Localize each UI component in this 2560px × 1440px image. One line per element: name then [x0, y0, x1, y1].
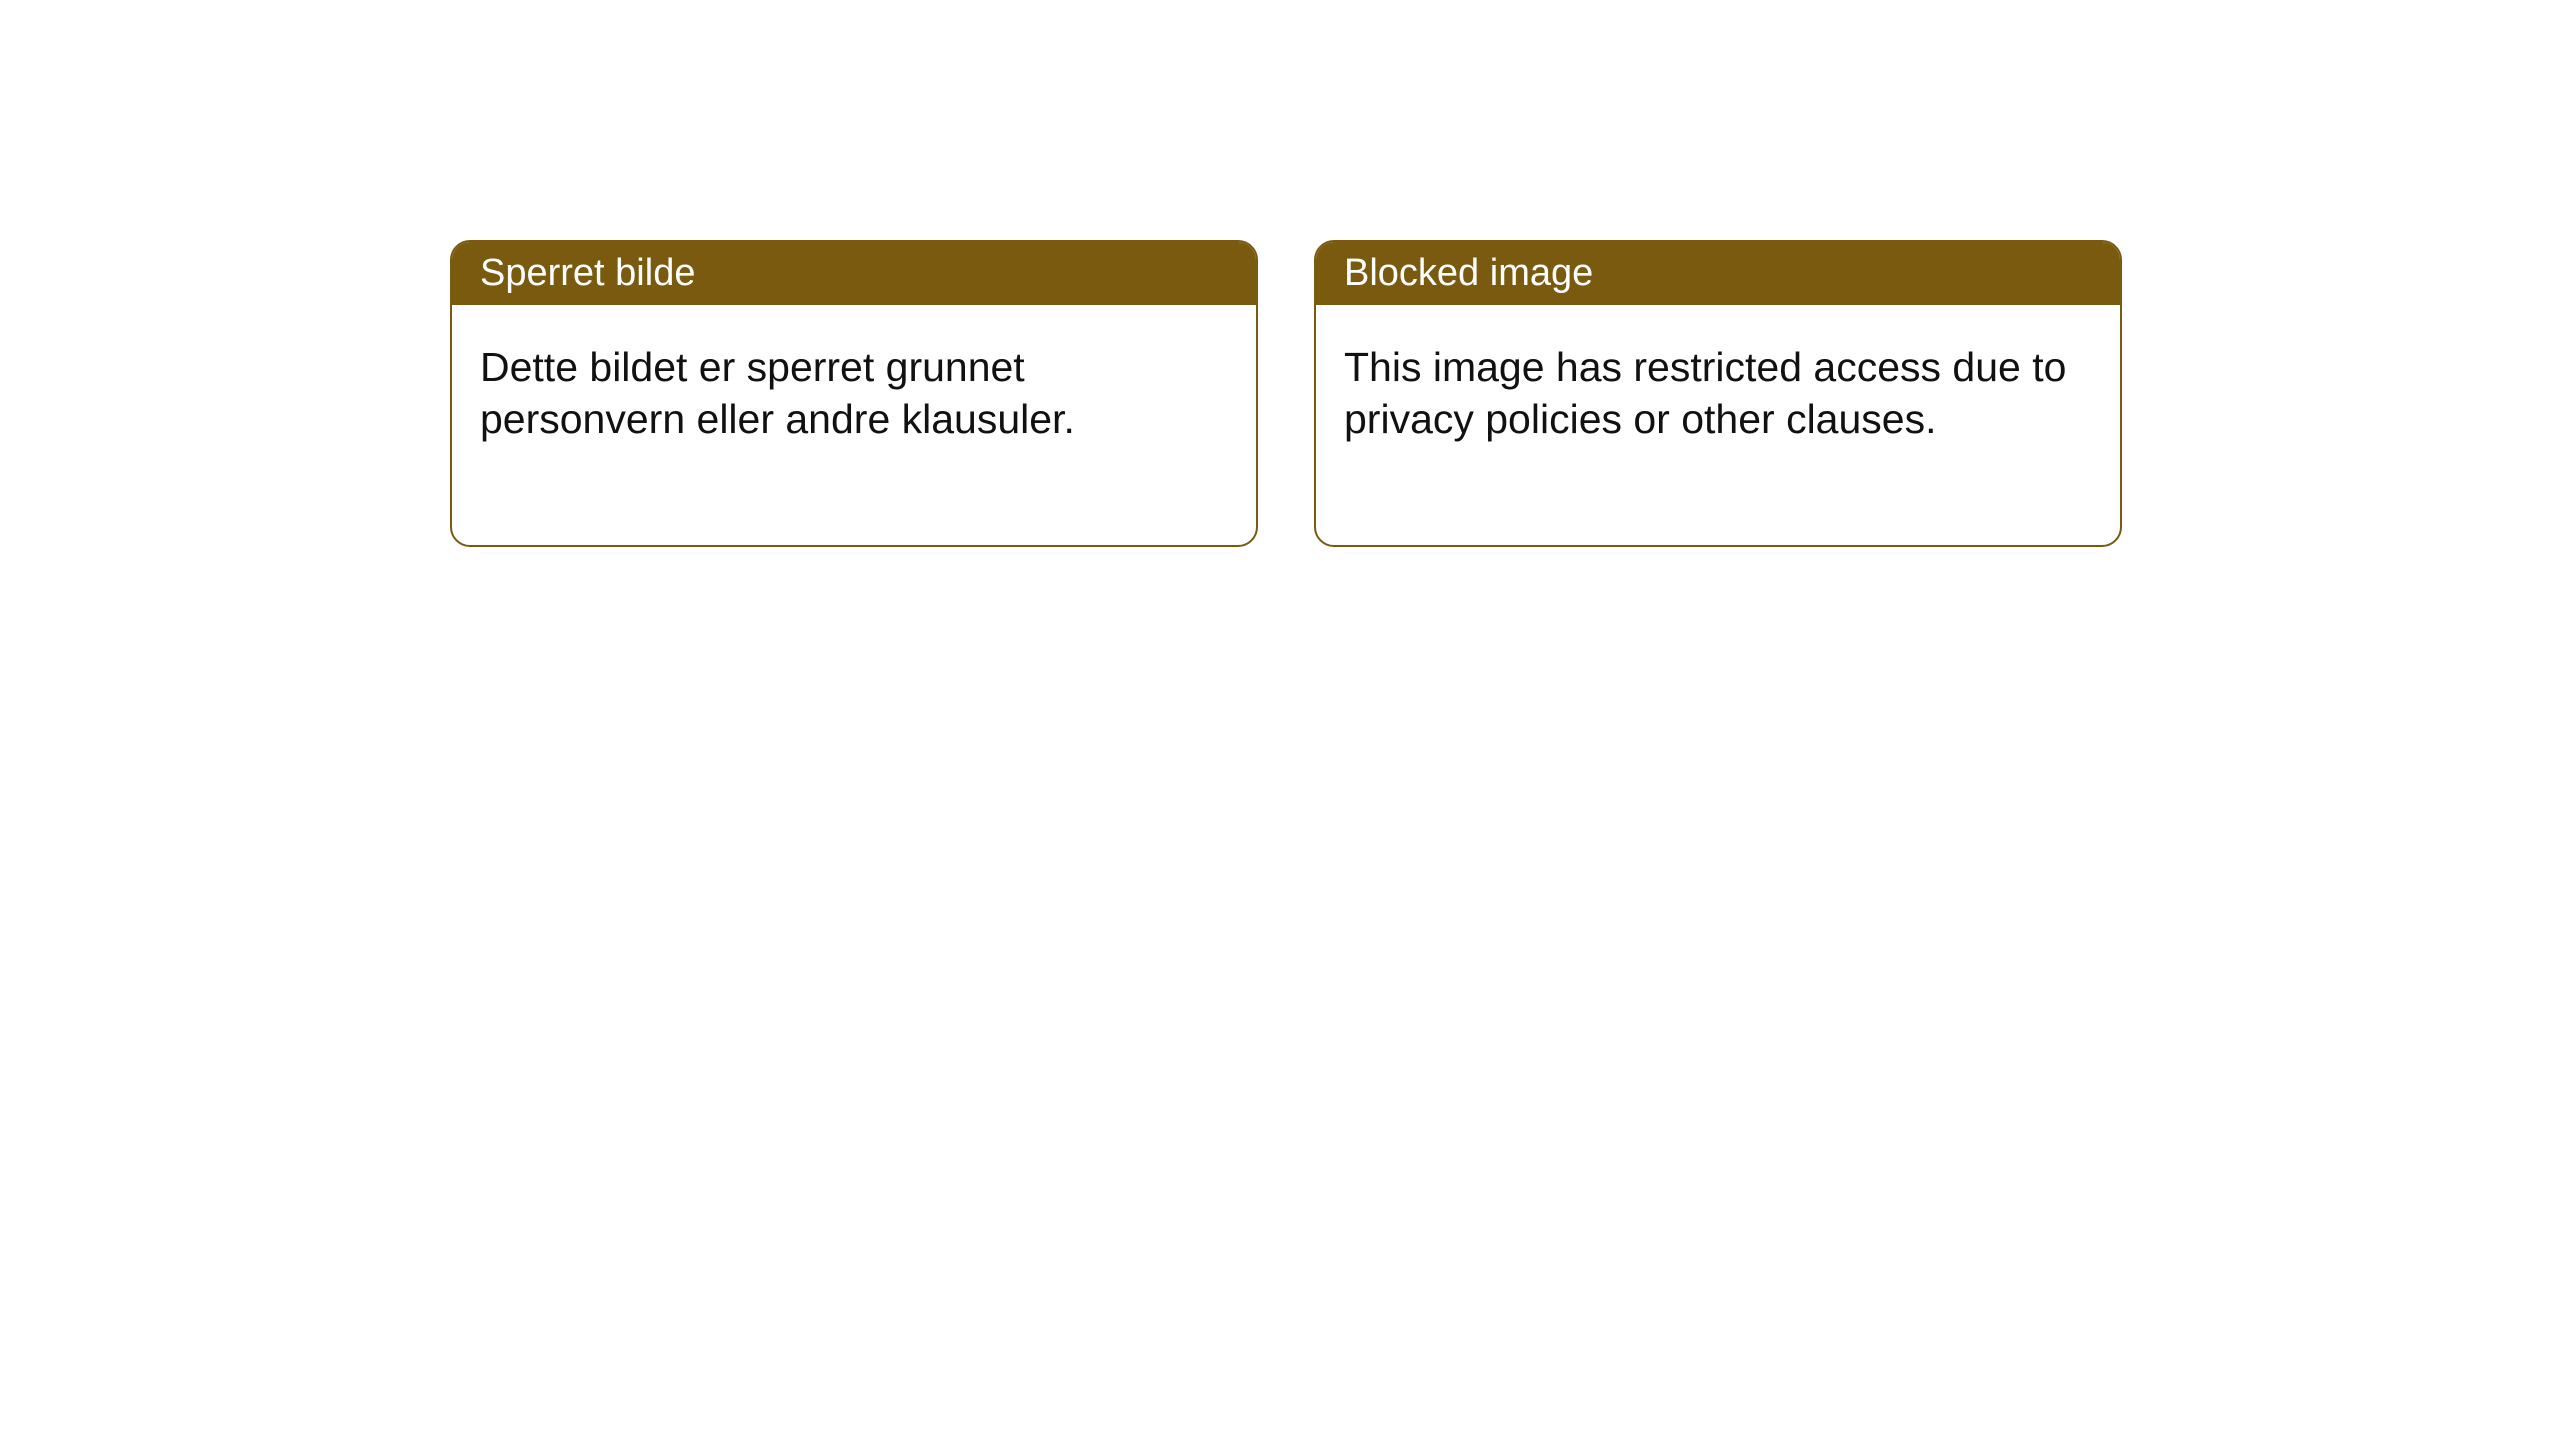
notice-card-body: This image has restricted access due to … [1316, 305, 2120, 545]
notice-card-norwegian: Sperret bilde Dette bildet er sperret gr… [450, 240, 1258, 547]
notice-cards-container: Sperret bilde Dette bildet er sperret gr… [450, 240, 2560, 547]
notice-card-title: Blocked image [1316, 242, 2120, 305]
notice-card-english: Blocked image This image has restricted … [1314, 240, 2122, 547]
notice-card-body: Dette bildet er sperret grunnet personve… [452, 305, 1256, 545]
notice-card-title: Sperret bilde [452, 242, 1256, 305]
